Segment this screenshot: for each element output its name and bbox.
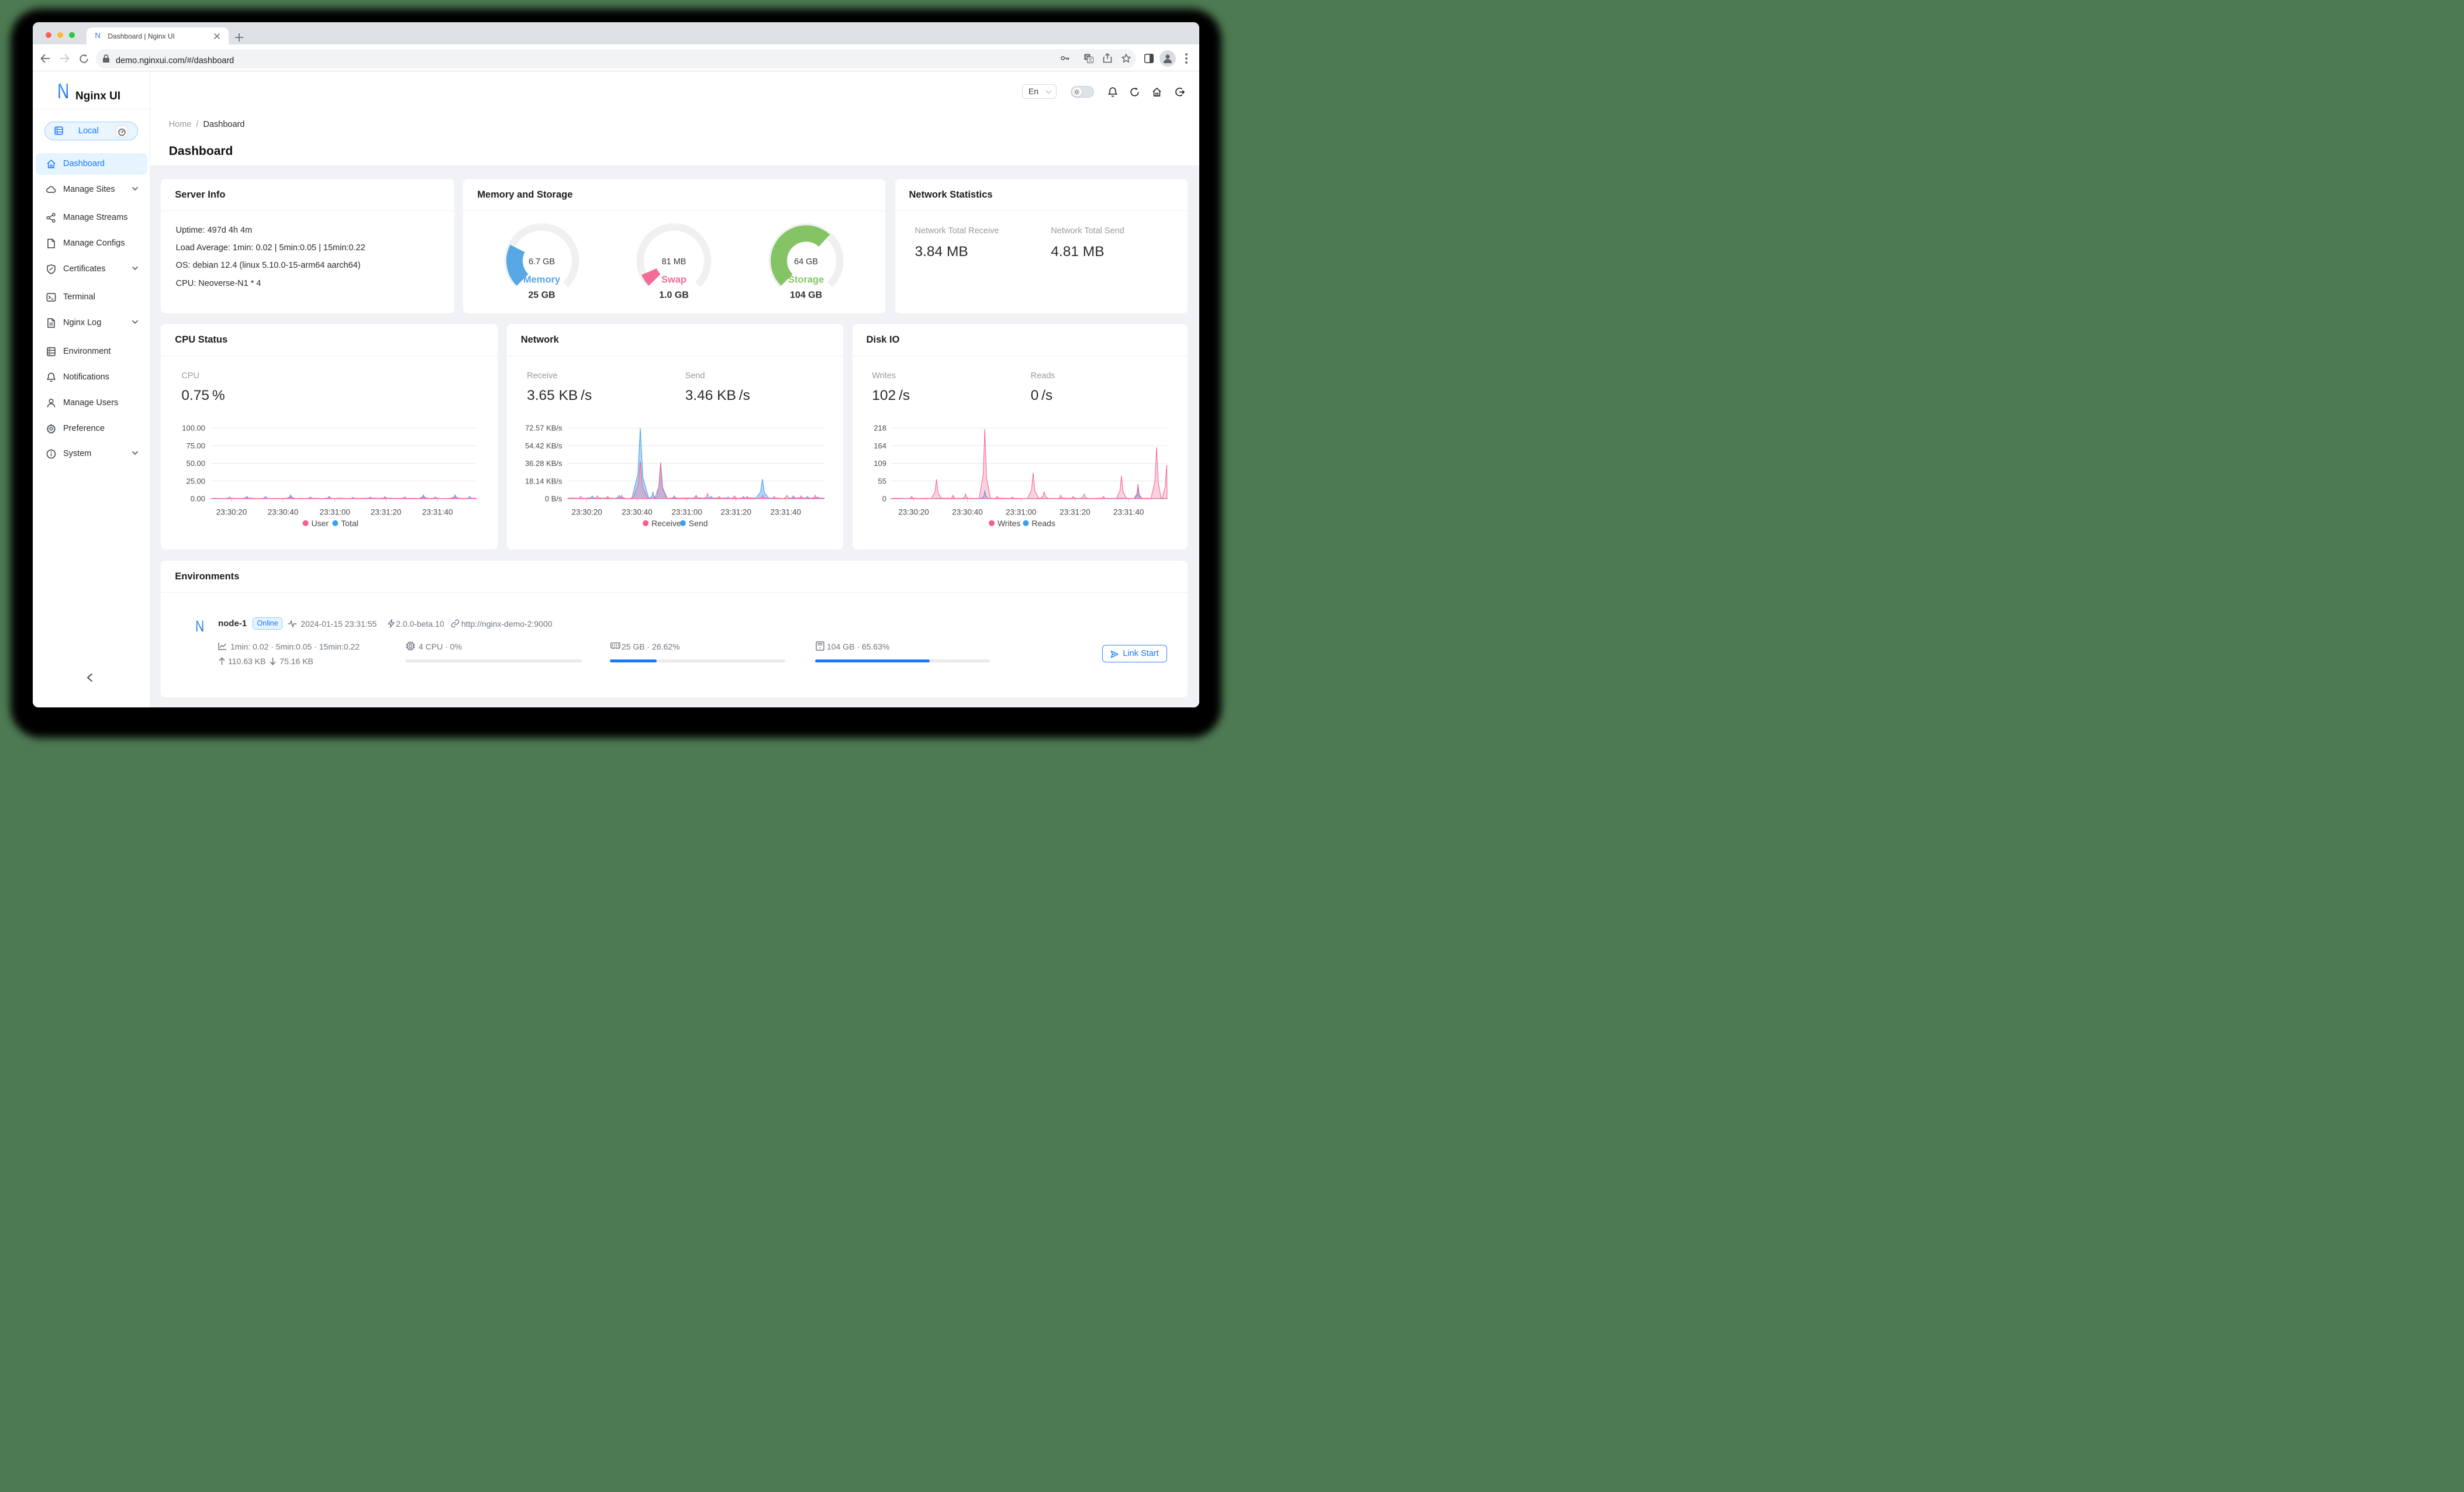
svg-text:Total: Total [341,519,359,528]
svg-text:23:31:40: 23:31:40 [1113,508,1144,517]
svg-text:64 GB: 64 GB [794,257,818,267]
svg-text:0.00: 0.00 [191,495,205,503]
svg-text:0 B/s: 0 B/s [545,495,562,503]
svg-text:25.00: 25.00 [187,477,206,486]
svg-text:23:31:00: 23:31:00 [320,508,351,517]
svg-text:23:30:40: 23:30:40 [952,508,983,517]
svg-text:23:31:20: 23:31:20 [1060,508,1090,517]
svg-text:Reads: Reads [1031,519,1055,528]
svg-text:23:31:40: 23:31:40 [770,508,801,517]
svg-text:User: User [312,519,329,528]
svg-text:164: 164 [874,441,886,450]
svg-text:104 GB: 104 GB [790,290,822,300]
svg-text:1.0 GB: 1.0 GB [659,290,689,300]
svg-text:Writes: Writes [998,519,1020,528]
svg-text:23:31:00: 23:31:00 [1006,508,1037,517]
svg-text:23:31:20: 23:31:20 [720,508,751,517]
svg-text:100.00: 100.00 [182,424,206,433]
svg-text:23:31:00: 23:31:00 [671,508,702,517]
svg-text:文: 文 [1088,57,1092,63]
svg-text:Storage: Storage [788,274,824,285]
svg-text:54.42 KB/s: 54.42 KB/s [525,441,562,450]
svg-text:23:31:20: 23:31:20 [371,508,402,517]
svg-text:Memory: Memory [523,274,561,285]
svg-text:81 MB: 81 MB [662,257,686,267]
svg-text:75.00: 75.00 [187,441,206,450]
svg-text:23:30:20: 23:30:20 [216,508,247,517]
svg-text:23:30:20: 23:30:20 [898,508,929,517]
svg-text:218: 218 [874,424,886,433]
svg-text:36.28 KB/s: 36.28 KB/s [525,459,562,468]
svg-text:Receive: Receive [651,519,681,528]
svg-text:50.00: 50.00 [187,459,206,468]
svg-text:55: 55 [878,477,886,486]
svg-text:6.7 GB: 6.7 GB [529,257,555,267]
svg-text:Send: Send [689,519,708,528]
svg-text:Swap: Swap [661,274,686,285]
svg-text:23:31:40: 23:31:40 [422,508,453,517]
svg-text:72.57 KB/s: 72.57 KB/s [525,424,562,433]
svg-text:23:30:20: 23:30:20 [571,508,602,517]
svg-text:23:30:40: 23:30:40 [268,508,299,517]
svg-text:0: 0 [882,495,886,503]
svg-text:23:30:40: 23:30:40 [622,508,653,517]
svg-text:18.14 KB/s: 18.14 KB/s [525,477,562,486]
svg-text:25 GB: 25 GB [529,290,555,300]
svg-text:109: 109 [874,459,886,468]
